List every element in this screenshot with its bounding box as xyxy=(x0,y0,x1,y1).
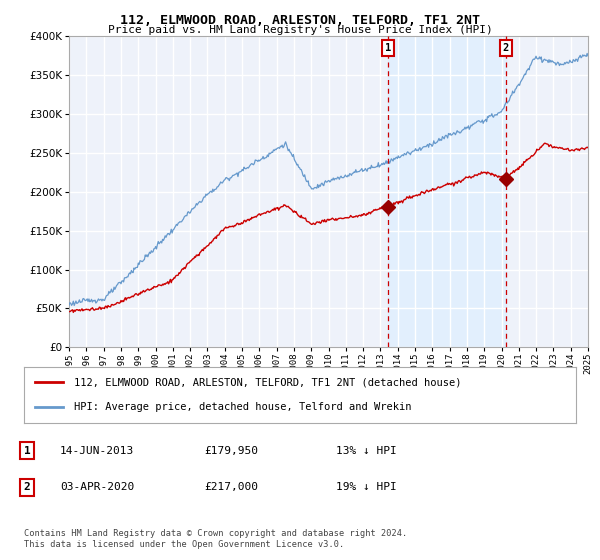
Text: 03-APR-2020: 03-APR-2020 xyxy=(60,482,134,492)
Text: 112, ELMWOOD ROAD, ARLESTON, TELFORD, TF1 2NT: 112, ELMWOOD ROAD, ARLESTON, TELFORD, TF… xyxy=(120,14,480,27)
Text: £217,000: £217,000 xyxy=(204,482,258,492)
Bar xyxy=(388,36,506,347)
Text: 2: 2 xyxy=(23,482,31,492)
Text: 19% ↓ HPI: 19% ↓ HPI xyxy=(336,482,397,492)
Text: 1: 1 xyxy=(385,43,391,53)
Text: Contains HM Land Registry data © Crown copyright and database right 2024.
This d: Contains HM Land Registry data © Crown c… xyxy=(24,529,407,549)
Text: 2: 2 xyxy=(503,43,509,53)
Text: £179,950: £179,950 xyxy=(204,446,258,456)
Text: 14-JUN-2013: 14-JUN-2013 xyxy=(60,446,134,456)
Text: Price paid vs. HM Land Registry's House Price Index (HPI): Price paid vs. HM Land Registry's House … xyxy=(107,25,493,35)
Text: 13% ↓ HPI: 13% ↓ HPI xyxy=(336,446,397,456)
Text: HPI: Average price, detached house, Telford and Wrekin: HPI: Average price, detached house, Telf… xyxy=(74,402,411,412)
Text: 112, ELMWOOD ROAD, ARLESTON, TELFORD, TF1 2NT (detached house): 112, ELMWOOD ROAD, ARLESTON, TELFORD, TF… xyxy=(74,377,461,388)
Text: 1: 1 xyxy=(23,446,31,456)
